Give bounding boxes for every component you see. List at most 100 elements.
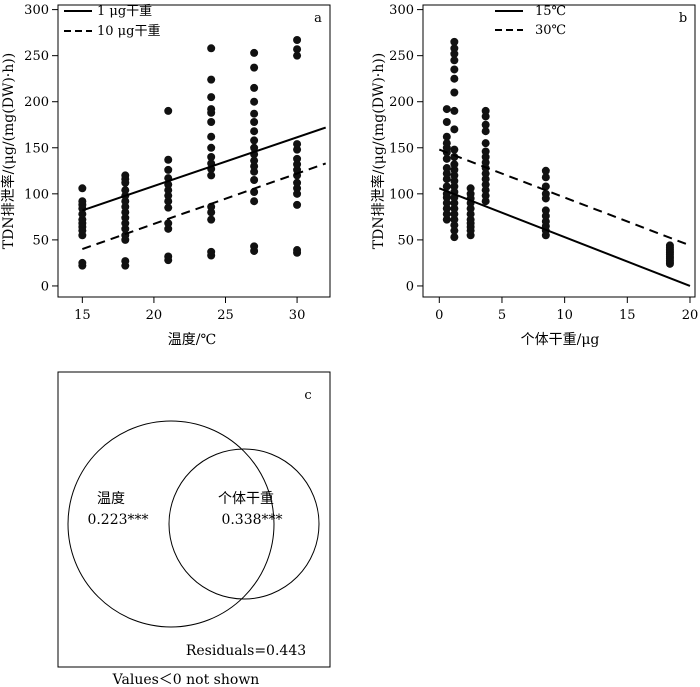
panel-b-legend: 15℃ 30℃ [495, 4, 566, 38]
data-point [250, 176, 259, 185]
venn-label-temperature: 温度 [97, 491, 125, 507]
data-point [250, 162, 259, 171]
data-point [442, 199, 451, 208]
panel-b-label: b [679, 11, 687, 26]
data-point [665, 241, 674, 250]
data-point [121, 197, 130, 206]
data-point [293, 36, 302, 45]
data-point [442, 105, 451, 114]
data-point [541, 173, 550, 182]
data-point [164, 219, 173, 228]
x-tick-label: 15 [74, 308, 91, 323]
data-point [442, 204, 451, 213]
data-point [450, 65, 459, 74]
y-tick-label: 200 [24, 95, 49, 110]
data-point [466, 215, 475, 224]
data-point [250, 127, 259, 136]
panel-b-fit-lines [438, 148, 691, 287]
data-point [121, 213, 130, 222]
data-point [450, 88, 459, 97]
data-point [121, 257, 130, 266]
data-point [541, 211, 550, 220]
data-point [450, 210, 459, 219]
y-tick-label: 250 [24, 49, 49, 64]
data-point [121, 171, 130, 180]
data-point [293, 200, 302, 209]
panel-a: a 温度/℃ TDN排泄率/(μg/(mg(DW)·h)) 15 20 25 30 0… [0, 3, 331, 348]
venn-footnote: Values＜0 not shown [112, 672, 260, 687]
data-point [207, 132, 216, 141]
y-tick-label: 150 [389, 141, 414, 156]
data-point [207, 208, 216, 217]
data-point [450, 233, 459, 242]
y-tick-label: 50 [32, 233, 49, 248]
data-point [250, 97, 259, 106]
data-point [442, 164, 451, 173]
data-point [481, 186, 490, 195]
data-point [541, 182, 550, 191]
data-point [541, 166, 550, 175]
data-point [450, 145, 459, 154]
panel-b-x-axis-label: 个体干重/μg [521, 332, 600, 348]
panel-a-plot-frame [57, 4, 331, 298]
data-point [450, 37, 459, 46]
data-point [481, 175, 490, 184]
data-point [450, 165, 459, 174]
data-point [121, 224, 130, 233]
data-point [207, 105, 216, 114]
data-point [293, 154, 302, 163]
data-point [250, 136, 259, 145]
panel-b: b 个体干重/μg TDN排泄率/(μg/(mg(DW)·h)) 0 5 10 15 2… [370, 3, 698, 348]
data-point [78, 197, 87, 206]
data-point [207, 93, 216, 102]
data-point [481, 197, 490, 206]
data-point [121, 186, 130, 195]
x-tick-label: 0 [435, 308, 443, 323]
panel-a-fit-lines [82, 126, 327, 251]
data-point [466, 210, 475, 219]
data-point [250, 63, 259, 72]
data-point [121, 208, 130, 217]
data-point [442, 215, 451, 224]
data-point [293, 160, 302, 169]
x-tick-label: 20 [682, 308, 699, 323]
data-point [450, 215, 459, 224]
venn-value-dry-weight: 0.338*** [221, 512, 282, 528]
data-point [78, 210, 87, 219]
venn-label-dry-weight: 个体干重 [218, 491, 274, 507]
data-point [450, 199, 459, 208]
data-point [450, 106, 459, 115]
data-point [250, 187, 259, 196]
data-point [78, 184, 87, 193]
panel-a-points [78, 36, 302, 270]
x-tick-label: 5 [498, 308, 506, 323]
legend-label-15c: 15℃ [535, 4, 566, 19]
panel-b-plot-frame [422, 4, 696, 298]
data-point [164, 197, 173, 206]
y-tick-label: 50 [397, 233, 414, 248]
data-point [442, 182, 451, 191]
y-tick-label: 200 [389, 95, 414, 110]
data-point [250, 83, 259, 92]
data-point [250, 197, 259, 206]
data-point [442, 169, 451, 178]
panel-a-legend: 1 μg干重 10 μg干重 [64, 3, 160, 39]
data-point [207, 247, 216, 256]
panel-c: c 温度 0.223*** 个体干重 0.338*** Residuals=0.… [57, 371, 331, 687]
data-point [293, 140, 302, 149]
data-point [541, 217, 550, 226]
data-point [450, 74, 459, 83]
data-point [450, 125, 459, 134]
data-point [442, 117, 451, 126]
data-point [481, 152, 490, 161]
panel-a-x-axis-label: 温度/℃ [168, 332, 216, 348]
data-point [207, 143, 216, 152]
y-tick-label: 100 [24, 187, 49, 202]
panel-c-frame [57, 371, 331, 668]
data-point [250, 117, 259, 126]
data-point [164, 186, 173, 195]
fit-line-solid [438, 187, 691, 287]
data-point [293, 246, 302, 255]
data-point [164, 165, 173, 174]
data-point [481, 120, 490, 129]
